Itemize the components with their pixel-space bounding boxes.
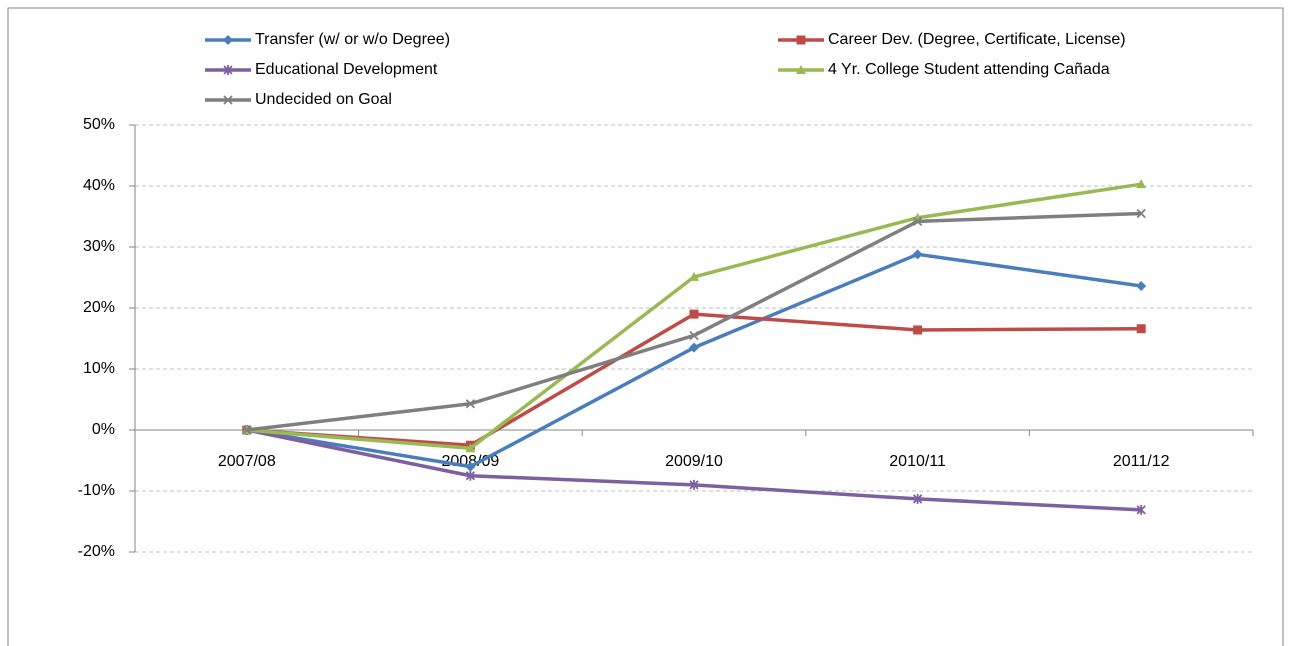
marker — [689, 342, 699, 353]
marker — [465, 461, 476, 472]
marker — [689, 330, 699, 341]
series-line — [246, 211, 1142, 432]
y-tick-label: 10% — [83, 360, 115, 377]
y-tick-label: 30% — [83, 238, 115, 255]
legend-label: Transfer (w/ or w/o Degree) — [255, 31, 450, 48]
y-tick-label: 40% — [83, 177, 115, 194]
marker — [689, 309, 699, 319]
marker — [689, 479, 699, 490]
y-tick-label: 20% — [83, 299, 115, 316]
marker — [223, 65, 233, 75]
marker — [1136, 281, 1147, 292]
marker — [465, 399, 476, 409]
y-tick-label: -10% — [78, 482, 115, 499]
chart-frame — [7, 7, 1284, 646]
marker — [465, 443, 476, 453]
marker — [796, 65, 806, 74]
marker — [912, 493, 923, 504]
marker — [223, 95, 233, 105]
marker — [796, 35, 806, 45]
marker — [913, 325, 923, 335]
marker — [1136, 179, 1147, 189]
x-tick-label: 2011/12 — [1113, 453, 1170, 470]
y-tick-label: -20% — [78, 543, 115, 560]
marker — [242, 425, 252, 435]
x-tick-label: 2010/11 — [889, 453, 946, 470]
legend-label: Educational Development — [255, 61, 438, 78]
marker — [912, 249, 923, 260]
legend-label: Career Dev. (Degree, Certificate, Licens… — [828, 31, 1126, 48]
marker — [689, 271, 699, 281]
y-tick-label: 0% — [92, 421, 115, 438]
marker — [465, 470, 476, 481]
marker — [223, 35, 233, 45]
x-tick-label: 2009/10 — [665, 453, 723, 470]
y-tick-label: 50% — [83, 116, 115, 133]
x-tick-label: 2007/08 — [218, 453, 276, 470]
marker — [912, 216, 923, 227]
legend-label: Undecided on Goal — [255, 91, 392, 108]
marker — [1136, 504, 1146, 515]
legend-label: 4 Yr. College Student attending Cañada — [828, 61, 1110, 78]
series-line — [246, 252, 1142, 469]
marker — [1136, 208, 1146, 219]
marker — [1136, 324, 1146, 334]
